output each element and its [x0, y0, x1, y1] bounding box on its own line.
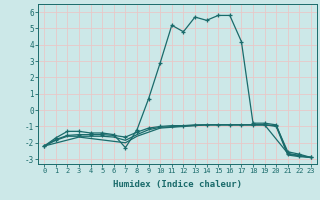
X-axis label: Humidex (Indice chaleur): Humidex (Indice chaleur) — [113, 180, 242, 189]
